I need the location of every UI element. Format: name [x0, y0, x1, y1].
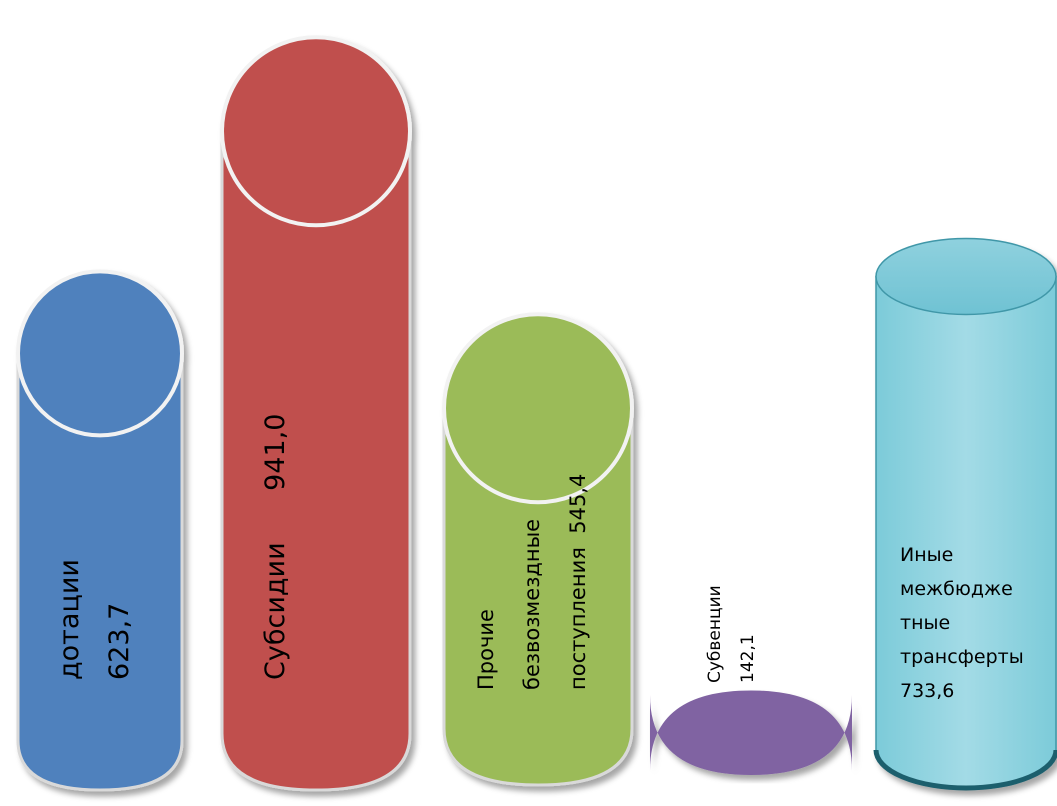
bar-body-3	[442, 406, 634, 787]
bar-cap-5	[875, 237, 1057, 316]
data-label-line: дотации	[54, 559, 85, 680]
bar-body-5	[875, 275, 1057, 789]
bar-3	[442, 312, 634, 787]
data-label-2: Субсидии 941,0	[260, 414, 291, 680]
data-label-line: тные	[900, 612, 950, 634]
bar-body-4	[650, 690, 852, 775]
bar-body-1	[16, 351, 184, 792]
data-label-line: Прочие	[474, 609, 498, 690]
bar-cap-1	[16, 269, 184, 438]
bar-2	[220, 35, 412, 792]
bar-1	[16, 269, 184, 792]
data-label-line: межбюдже	[900, 578, 1013, 600]
data-label-5: Иные межбюдже тные трансферты 733,6	[900, 544, 1024, 702]
data-label-line: 733,6	[900, 680, 954, 702]
bar-4	[650, 690, 852, 775]
bar-base-5	[873, 749, 1057, 791]
data-label-line: Иные	[900, 544, 953, 566]
data-label-line: 142,1	[738, 634, 758, 683]
data-label-3: Прочие безвозмездные поступления 545,4	[474, 474, 590, 690]
bar-cap-3	[442, 312, 634, 505]
data-label-1: дотации 623,7	[54, 559, 135, 680]
bar-cap-2	[220, 35, 412, 228]
data-label-4: Субвенции 142,1	[705, 585, 758, 683]
data-label-line: безвозмездные	[520, 519, 544, 690]
data-label-line: поступления 545,4	[566, 474, 590, 690]
data-label-line: Субсидии 941,0	[260, 414, 291, 680]
bar-5	[873, 237, 1057, 791]
bar-body-2	[220, 129, 412, 792]
data-label-line: трансферты	[900, 646, 1024, 668]
data-label-line: 623,7	[104, 603, 135, 680]
data-label-line: Субвенции	[705, 585, 725, 683]
